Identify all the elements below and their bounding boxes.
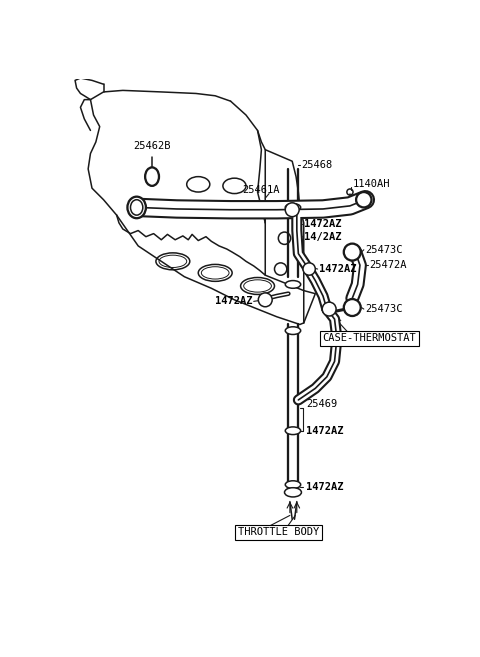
Ellipse shape <box>303 263 315 275</box>
Text: 25468: 25468 <box>301 160 333 170</box>
Text: 25461A: 25461A <box>242 185 280 194</box>
Text: 25473C: 25473C <box>365 245 403 255</box>
Ellipse shape <box>344 244 361 261</box>
Ellipse shape <box>322 302 336 316</box>
Text: 14/2AZ: 14/2AZ <box>304 232 341 242</box>
Text: THROTTLE BODY: THROTTLE BODY <box>238 528 319 537</box>
Text: CASE-THERMOSTAT: CASE-THERMOSTAT <box>323 333 416 344</box>
Ellipse shape <box>285 281 300 288</box>
Ellipse shape <box>285 203 299 217</box>
Text: 1472AZ: 1472AZ <box>215 296 252 306</box>
Ellipse shape <box>127 196 146 218</box>
Text: 25473C: 25473C <box>365 304 403 314</box>
Text: 1140AH: 1140AH <box>352 179 390 189</box>
Text: 1472AZ: 1472AZ <box>304 219 341 229</box>
Ellipse shape <box>285 481 300 489</box>
Text: 25472A: 25472A <box>369 260 407 270</box>
Text: 25469: 25469 <box>306 399 337 409</box>
Ellipse shape <box>356 192 372 208</box>
Ellipse shape <box>344 299 361 316</box>
Ellipse shape <box>285 204 300 212</box>
Text: 1472AZ: 1472AZ <box>319 264 357 274</box>
Ellipse shape <box>285 327 300 334</box>
Text: 25462B: 25462B <box>133 141 171 151</box>
Ellipse shape <box>285 487 301 497</box>
Text: 1472AZ: 1472AZ <box>306 482 344 492</box>
Ellipse shape <box>285 427 300 434</box>
Text: 1472AZ: 1472AZ <box>306 426 344 436</box>
Ellipse shape <box>258 293 272 307</box>
